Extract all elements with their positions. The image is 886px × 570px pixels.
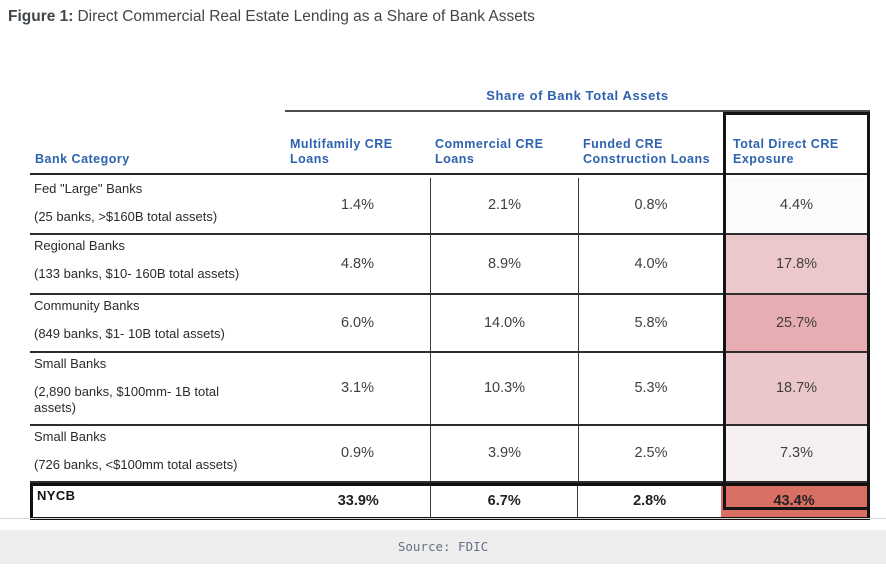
cell-commercial: 3.9%: [430, 425, 578, 481]
cell-construction: 4.0%: [578, 234, 723, 293]
cell-multifamily: 6.0%: [340, 314, 375, 331]
cell-multifamily: 1.4%: [340, 197, 375, 213]
bank-category-detail: (726 banks, <$100mm total assets): [34, 456, 238, 472]
cell-commercial: 6.7%: [430, 485, 577, 517]
figure-table: Share of Bank Total Assets Bank Category…: [30, 88, 870, 520]
col-header-bank-category: Bank Category: [35, 152, 130, 166]
col-header-multifamily-cre-loans: Multifamily CRE Loans: [290, 137, 393, 166]
source-text: Source: FDIC: [397, 539, 489, 554]
cell-category: Small Banks (2,890 banks, $100mm- 1B tot…: [30, 353, 285, 424]
bank-category-detail: (25 banks, >$160B total assets): [34, 208, 218, 224]
bank-category-name: Community Banks: [34, 297, 140, 313]
table-row: Small Banks (726 banks, <$100mm total as…: [30, 425, 870, 483]
table-row: Community Banks (849 banks, $1- 10B tota…: [30, 294, 870, 353]
table-header-row: Bank Category Multifamily CRE Loans Comm…: [30, 112, 870, 175]
cell-category: Regional Banks (133 banks, $10- 160B tot…: [30, 235, 285, 293]
cell-total-exposure: 18.7%: [723, 352, 870, 424]
source-bar: Source: FDIC: [0, 530, 886, 564]
bank-category-detail: (849 banks, $1- 10B total assets): [34, 325, 225, 341]
figure-label: Figure 1:: [8, 8, 74, 25]
cell-construction: 5.8%: [578, 294, 723, 351]
table-row-nycb: NYCB 33.9% 6.7% 2.8% 43.4%: [30, 482, 870, 520]
cell-total-exposure: 25.7%: [723, 294, 870, 351]
cell-construction: 2.5%: [578, 425, 723, 481]
span-header-share-of-bank-total-assets: Share of Bank Total Assets: [285, 88, 870, 112]
cell-total-exposure: 17.8%: [723, 234, 870, 293]
bank-category-name: Regional Banks: [34, 237, 126, 253]
cell-commercial: 8.9%: [430, 234, 578, 293]
figure-title: Figure 1: Direct Commercial Real Estate L…: [8, 8, 535, 26]
cell-total-exposure: 7.3%: [723, 425, 870, 481]
col-header-funded-cre-construction-loans: Funded CRE Construction Loans: [583, 137, 711, 166]
cell-total-exposure: 4.4%: [723, 177, 870, 233]
col-header-commercial-cre-loans: Commercial CRE Loans: [435, 137, 544, 166]
cell-category: Community Banks (849 banks, $1- 10B tota…: [30, 295, 285, 351]
cell-multifamily: 4.8%: [340, 255, 375, 272]
cell-commercial: 14.0%: [430, 294, 578, 351]
cell-multifamily: 0.9%: [340, 445, 375, 461]
cell-category: Fed "Large" Banks (25 banks, >$160B tota…: [30, 178, 285, 233]
bank-category-name: Fed "Large" Banks: [34, 180, 143, 196]
cell-commercial: 2.1%: [430, 177, 578, 233]
col-header-total-direct-cre-exposure: Total Direct CRE Exposure: [733, 137, 839, 166]
cell-construction: 2.8%: [577, 485, 721, 517]
cell-category: Small Banks (726 banks, <$100mm total as…: [30, 426, 285, 481]
cell-construction: 0.8%: [578, 177, 723, 233]
figure-title-text: Direct Commercial Real Estate Lending as…: [77, 8, 535, 25]
bank-category-name: NYCB: [37, 487, 76, 503]
cell-construction: 5.3%: [578, 352, 723, 424]
bank-category-detail: (2,890 banks, $100mm- 1B total assets): [34, 383, 219, 415]
table-row: Fed "Large" Banks (25 banks, >$160B tota…: [30, 177, 870, 235]
cell-category: NYCB: [33, 486, 286, 517]
table-row: Regional Banks (133 banks, $10- 160B tot…: [30, 234, 870, 295]
table-body: Fed "Large" Banks (25 banks, >$160B tota…: [30, 177, 870, 520]
table-row: Small Banks (2,890 banks, $100mm- 1B tot…: [30, 352, 870, 426]
cell-multifamily: 3.1%: [340, 380, 375, 396]
bank-category-name: Small Banks: [34, 355, 107, 371]
cell-multifamily: 33.9%: [337, 493, 379, 509]
divider-line: [0, 518, 886, 519]
bank-category-detail: (133 banks, $10- 160B total assets): [34, 265, 240, 281]
cell-commercial: 10.3%: [430, 352, 578, 424]
bank-category-name: Small Banks: [34, 428, 107, 444]
cell-total-exposure: 43.4%: [721, 485, 867, 517]
